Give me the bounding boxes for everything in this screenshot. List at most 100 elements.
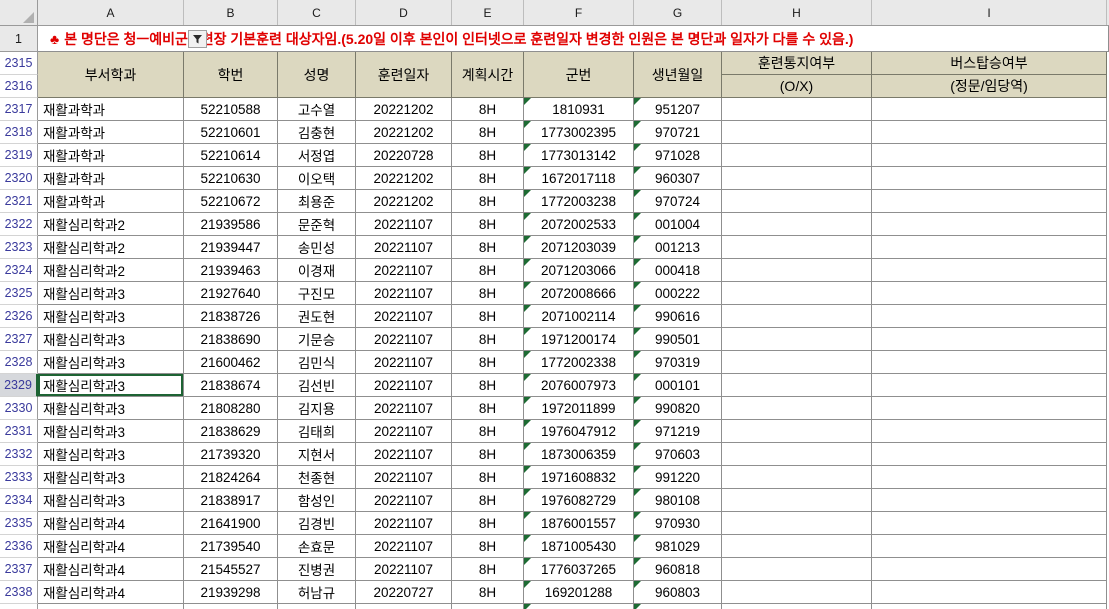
- cell-H2334[interactable]: [722, 489, 872, 512]
- cell-H2338[interactable]: [722, 581, 872, 604]
- cell-G2337[interactable]: 960818: [634, 558, 722, 581]
- cell-H2331[interactable]: [722, 420, 872, 443]
- cell-I2337[interactable]: [872, 558, 1107, 581]
- cell-G2332[interactable]: 970603: [634, 443, 722, 466]
- row-header-2327[interactable]: 2327: [0, 328, 38, 351]
- row-header-2331[interactable]: 2331: [0, 420, 38, 443]
- cell-D2337[interactable]: 20221107: [356, 558, 452, 581]
- cell-C2324[interactable]: 이경재: [278, 259, 356, 282]
- row-header-2319[interactable]: 2319: [0, 144, 38, 167]
- cell-E2335[interactable]: 8H: [452, 512, 524, 535]
- table-row[interactable]: 2335 재활심리학과4 21641900 김경빈 20221107 8H 18760015…: [0, 512, 1109, 535]
- cell-C2318[interactable]: 김충현: [278, 121, 356, 144]
- cell-I2324[interactable]: [872, 259, 1107, 282]
- cell-C2330[interactable]: 김지용: [278, 397, 356, 420]
- cell-D2334[interactable]: 20221107: [356, 489, 452, 512]
- table-header-B[interactable]: 학번: [184, 52, 278, 98]
- cell-D2332[interactable]: 20221107: [356, 443, 452, 466]
- cell-H2321[interactable]: [722, 190, 872, 213]
- cell-I2322[interactable]: [872, 213, 1107, 236]
- table-header-C[interactable]: 성명: [278, 52, 356, 98]
- table-header-H-top[interactable]: 훈련통지여부: [722, 52, 872, 75]
- cell-H2330[interactable]: [722, 397, 872, 420]
- cell-I2331[interactable]: [872, 420, 1107, 443]
- cell-B2332[interactable]: 21739320: [184, 443, 278, 466]
- autofilter-dropdown-button[interactable]: [188, 30, 207, 48]
- cell-A2337[interactable]: 재활심리학과4: [38, 558, 184, 581]
- cell-G2331[interactable]: 971219: [634, 420, 722, 443]
- notice-cell[interactable]: ♣ 본 명단은 청ㅡ예비군훈련장 기본훈련 대상자임.(5.20일 이후 본인이…: [38, 26, 1109, 52]
- cell-C2319[interactable]: 서정엽: [278, 144, 356, 167]
- cell-E2326[interactable]: 8H: [452, 305, 524, 328]
- table-row[interactable]: 2326 재활심리학과3 21838726 권도현 20221107 8H 20710021…: [0, 305, 1109, 328]
- cell-F2326[interactable]: 2071002114: [524, 305, 634, 328]
- cell-A2330[interactable]: 재활심리학과3: [38, 397, 184, 420]
- cell-E2318[interactable]: 8H: [452, 121, 524, 144]
- cell-B2323[interactable]: 21939447: [184, 236, 278, 259]
- cell-G2320[interactable]: 960307: [634, 167, 722, 190]
- cell-H2335[interactable]: [722, 512, 872, 535]
- cell-H2333[interactable]: [722, 466, 872, 489]
- table-row[interactable]: 2331 재활심리학과3 21838629 김태희 20221107 8H 19760479…: [0, 420, 1109, 443]
- cell-F2325[interactable]: 2072008666: [524, 282, 634, 305]
- cell-G2330[interactable]: 990820: [634, 397, 722, 420]
- cell-E2331[interactable]: 8H: [452, 420, 524, 443]
- cell-I2328[interactable]: [872, 351, 1107, 374]
- cell-D2330[interactable]: 20221107: [356, 397, 452, 420]
- cell-E2328[interactable]: 8H: [452, 351, 524, 374]
- row-header-2332[interactable]: 2332: [0, 443, 38, 466]
- cell-D2327[interactable]: 20221107: [356, 328, 452, 351]
- cell-A2323[interactable]: 재활심리학과2: [38, 236, 184, 259]
- row-header-2336[interactable]: 2336: [0, 535, 38, 558]
- cell-F2333[interactable]: 1971608832: [524, 466, 634, 489]
- cell-E2317[interactable]: 8H: [452, 98, 524, 121]
- cell-H2328[interactable]: [722, 351, 872, 374]
- column-header-A[interactable]: A: [38, 0, 184, 25]
- row-header-2321[interactable]: 2321: [0, 190, 38, 213]
- cell-B2338[interactable]: 21939298: [184, 581, 278, 604]
- cell-H2317[interactable]: [722, 98, 872, 121]
- cell-G2339[interactable]: 971213: [634, 604, 722, 609]
- cell-A2336[interactable]: 재활심리학과4: [38, 535, 184, 558]
- cell-G2326[interactable]: 990616: [634, 305, 722, 328]
- table-row[interactable]: 2332 재활심리학과3 21739320 지현서 20221107 8H 18730063…: [0, 443, 1109, 466]
- table-header-I-bottom[interactable]: (정문/임당역): [872, 75, 1107, 98]
- cell-I2327[interactable]: [872, 328, 1107, 351]
- cell-H2325[interactable]: [722, 282, 872, 305]
- cell-F2324[interactable]: 2071203066: [524, 259, 634, 282]
- cell-B2327[interactable]: 21838690: [184, 328, 278, 351]
- cell-F2320[interactable]: 1672017118: [524, 167, 634, 190]
- cell-B2321[interactable]: 52210672: [184, 190, 278, 213]
- cell-A2329[interactable]: 재활심리학과3: [38, 374, 184, 397]
- row-header-2328[interactable]: 2328: [0, 351, 38, 374]
- cell-F2319[interactable]: 1773013142: [524, 144, 634, 167]
- cell-C2317[interactable]: 고수열: [278, 98, 356, 121]
- cell-B2318[interactable]: 52210601: [184, 121, 278, 144]
- cell-A2334[interactable]: 재활심리학과3: [38, 489, 184, 512]
- cell-C2339[interactable]: 허민성: [278, 604, 356, 609]
- cell-I2339[interactable]: [872, 604, 1107, 609]
- cell-F2322[interactable]: 2072002533: [524, 213, 634, 236]
- cell-C2337[interactable]: 진병권: [278, 558, 356, 581]
- table-row[interactable]: 2330 재활심리학과3 21808280 김지용 20221107 8H 19720118…: [0, 397, 1109, 420]
- cell-I2321[interactable]: [872, 190, 1107, 213]
- table-row[interactable]: 2328 재활심리학과3 21600462 김민식 20221107 8H 17720023…: [0, 351, 1109, 374]
- cell-I2329[interactable]: [872, 374, 1107, 397]
- table-row[interactable]: 2325 재활심리학과3 21927640 구진모 20221107 8H 20720086…: [0, 282, 1109, 305]
- table-row[interactable]: 2319 재활과학과 52210614 서정엽 20220728 8H 1773013142…: [0, 144, 1109, 167]
- cell-I2317[interactable]: [872, 98, 1107, 121]
- table-row[interactable]: 2320 재활과학과 52210630 이오택 20221202 8H 1672017118…: [0, 167, 1109, 190]
- cell-I2336[interactable]: [872, 535, 1107, 558]
- cell-G2328[interactable]: 970319: [634, 351, 722, 374]
- cell-B2331[interactable]: 21838629: [184, 420, 278, 443]
- cell-I2335[interactable]: [872, 512, 1107, 535]
- cell-D2331[interactable]: 20221107: [356, 420, 452, 443]
- cell-G2336[interactable]: 981029: [634, 535, 722, 558]
- cell-D2336[interactable]: 20221107: [356, 535, 452, 558]
- cell-A2324[interactable]: 재활심리학과2: [38, 259, 184, 282]
- cell-B2322[interactable]: 21939586: [184, 213, 278, 236]
- cell-D2321[interactable]: 20221202: [356, 190, 452, 213]
- cell-F2336[interactable]: 1871005430: [524, 535, 634, 558]
- cell-H2329[interactable]: [722, 374, 872, 397]
- cell-B2335[interactable]: 21641900: [184, 512, 278, 535]
